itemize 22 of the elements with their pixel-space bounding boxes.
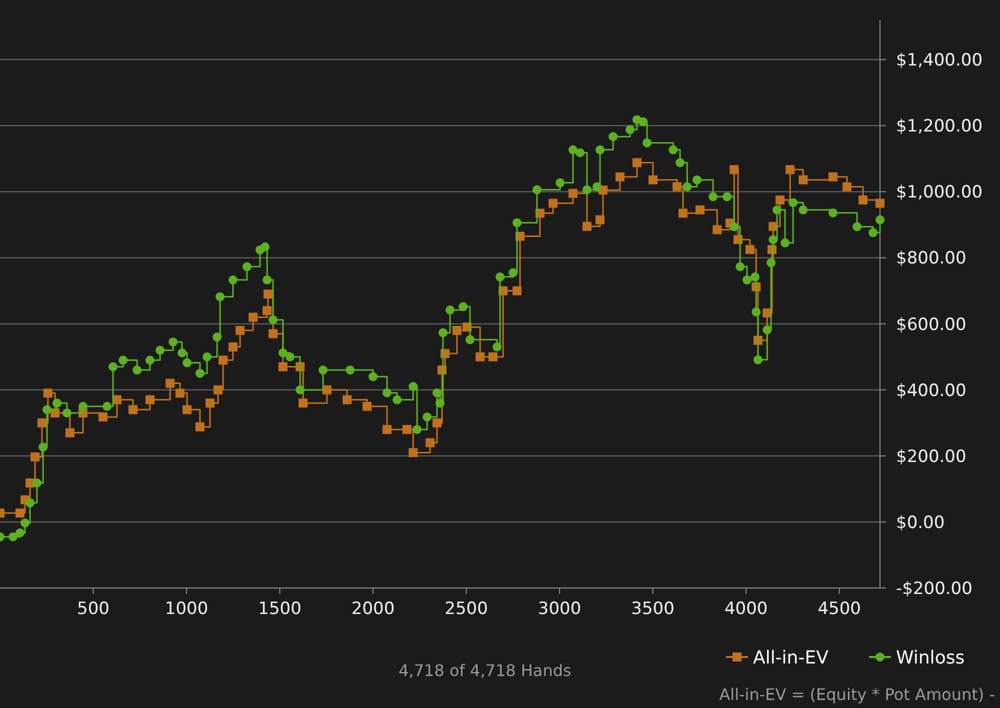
x-tick-label: 2500	[444, 599, 488, 619]
y-tick-label: $1,000.00	[896, 182, 983, 203]
x-tick-label: 1500	[258, 599, 302, 619]
legend-label: Winloss	[896, 647, 965, 668]
y-tick-label: $800.00	[896, 248, 966, 269]
y-tick-label: $0.00	[896, 512, 945, 533]
x-tick-label: 1000	[164, 599, 208, 619]
legend-label: All-in-EV	[753, 647, 830, 668]
x-tick-label: 4000	[724, 599, 768, 619]
text: All-in-EV = (Equity * Pot Amount) -	[719, 685, 995, 704]
x-tick-label: 2000	[351, 599, 395, 619]
y-tick-label: $400.00	[896, 380, 966, 401]
x-tick-label: 3500	[631, 599, 674, 619]
x-tick-label: 3000	[538, 599, 582, 619]
y-tick-label: $1,400.00	[896, 50, 983, 71]
x-tick-label: 4500	[818, 599, 861, 619]
x-tick-label: 500	[77, 599, 110, 619]
y-tick-label: $600.00	[896, 314, 966, 335]
y-tick-label: $200.00	[896, 446, 966, 467]
y-tick-label: -$200.00	[896, 578, 972, 599]
y-tick-label: $1,200.00	[896, 116, 983, 137]
text: 4,718 of 4,718 Hands	[398, 661, 572, 680]
